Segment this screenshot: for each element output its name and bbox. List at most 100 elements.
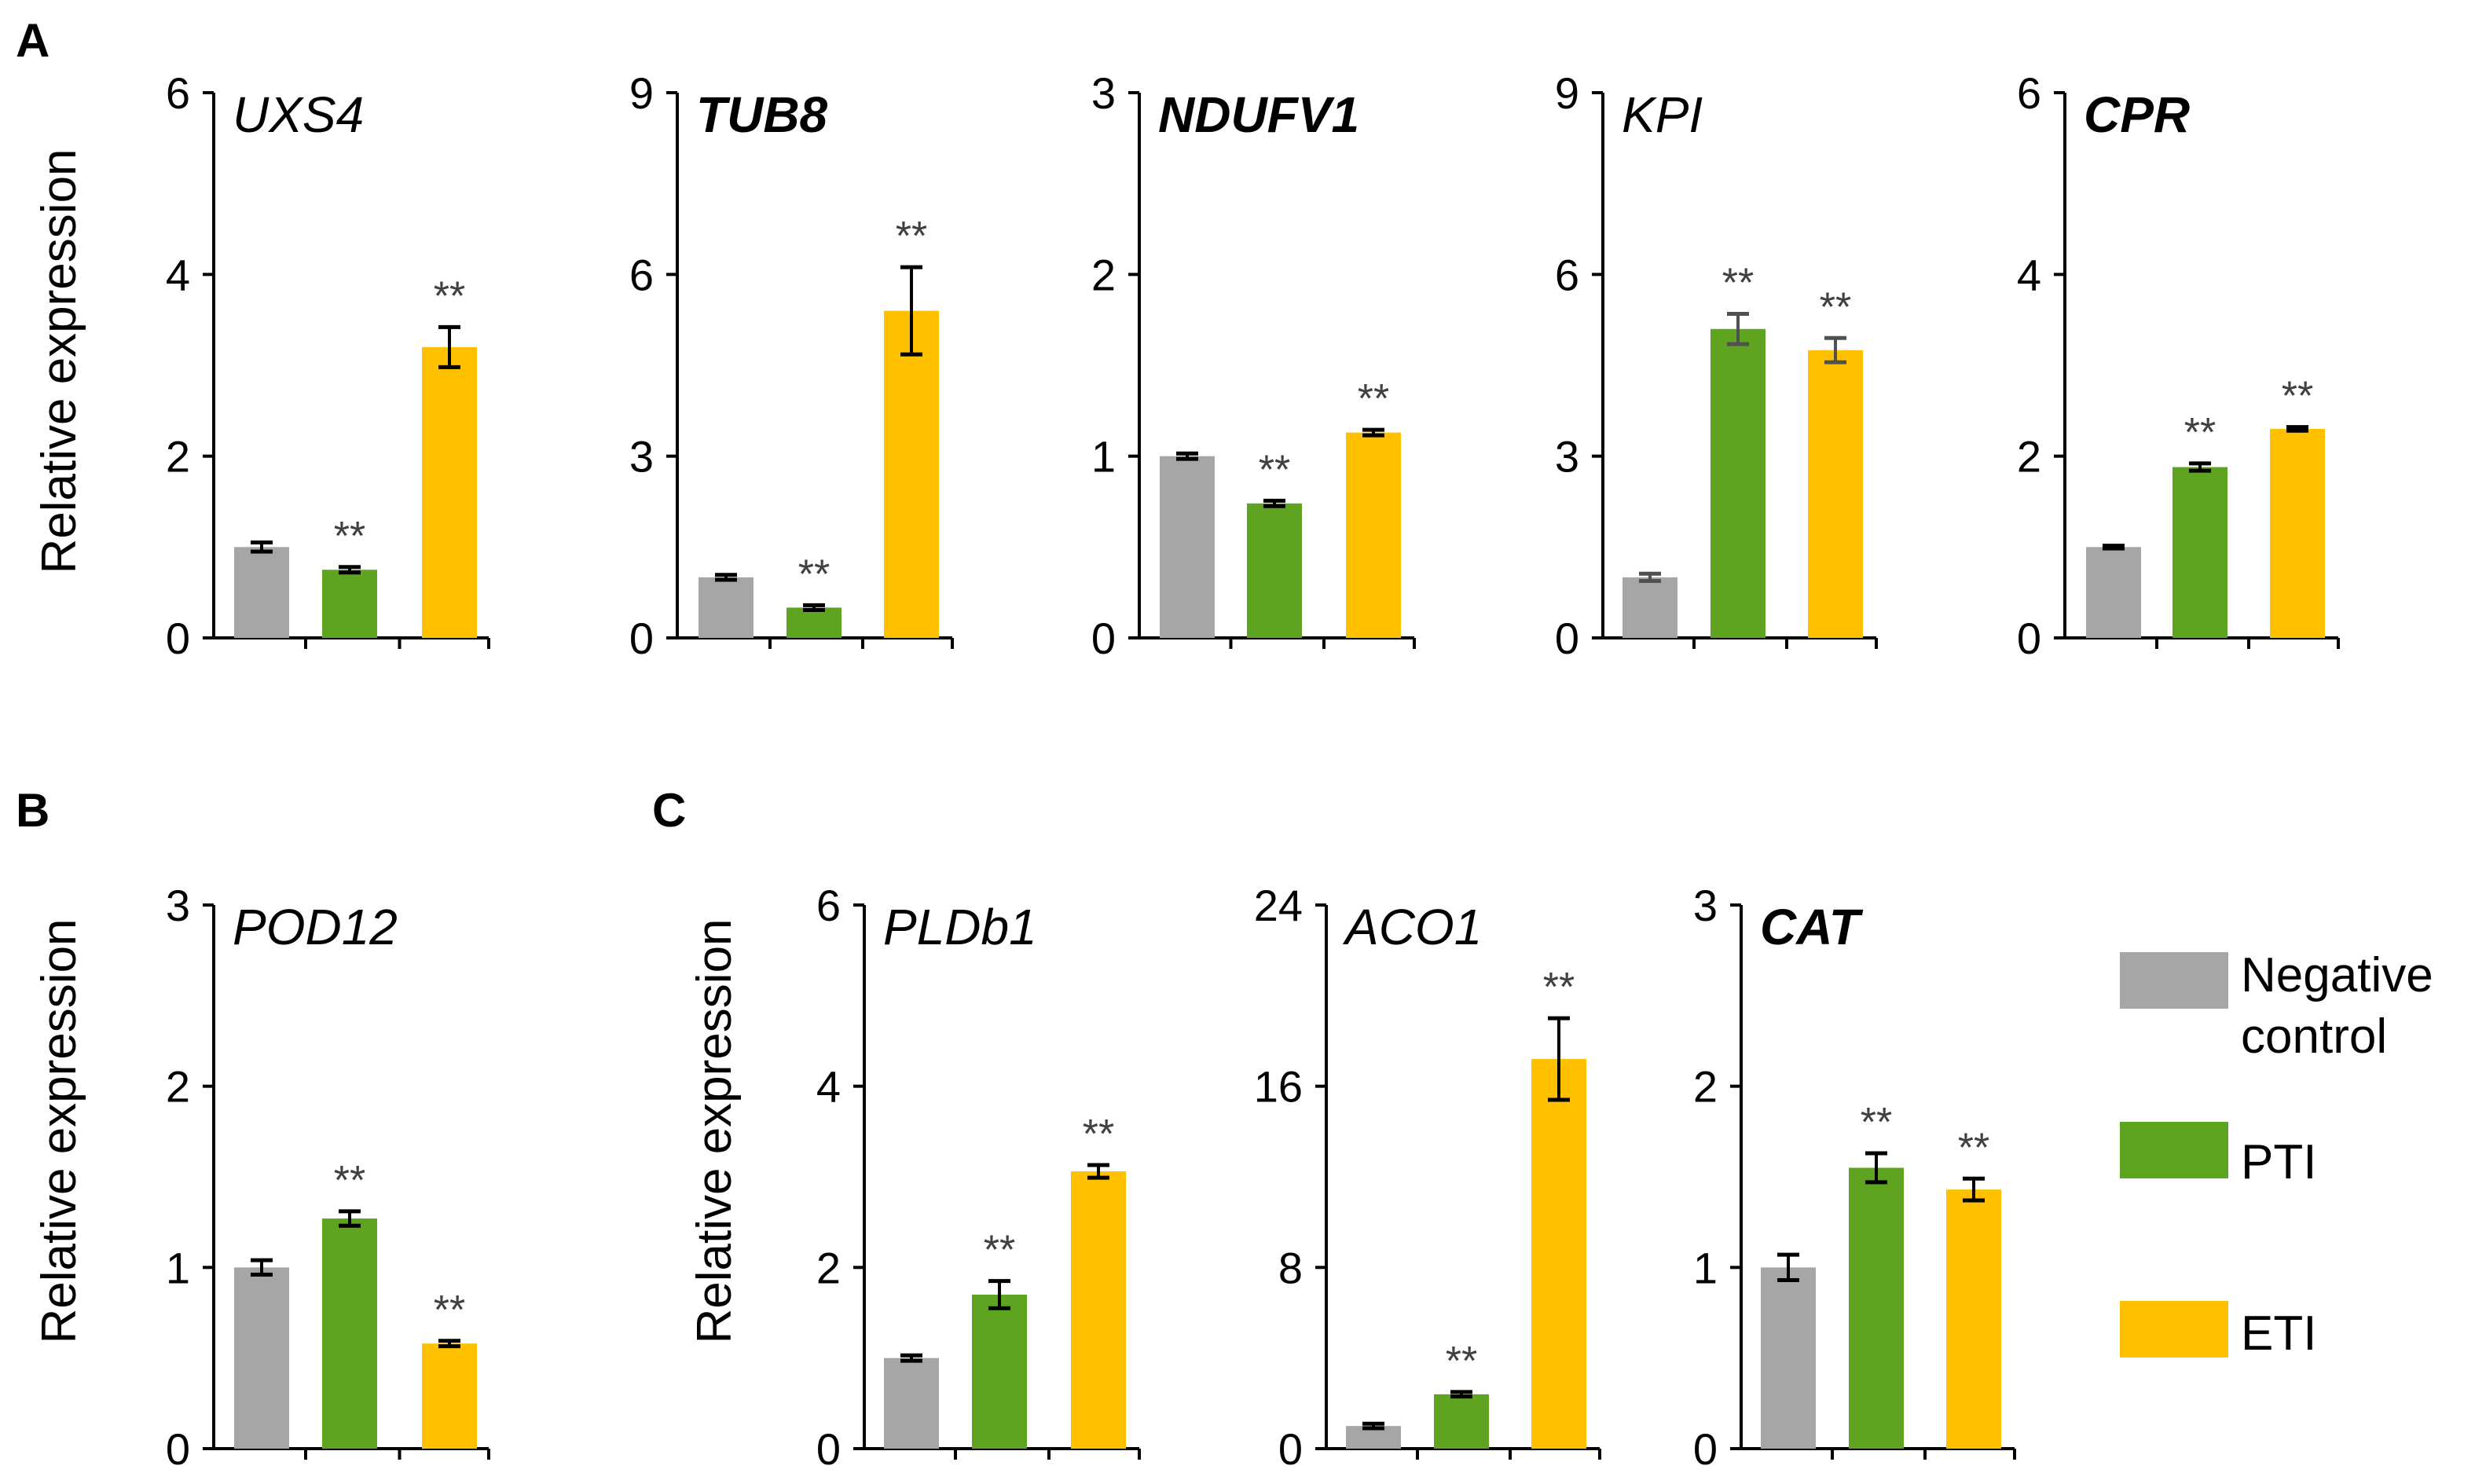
significance-label: ** — [434, 273, 465, 319]
legend-entry-negative-control: Negative control — [2120, 948, 2433, 1064]
y-tick-label: 8 — [1278, 1243, 1303, 1292]
bar-eti — [1071, 1171, 1126, 1449]
y-tick-label: 4 — [816, 1062, 841, 1112]
bar-pti — [1247, 503, 1302, 638]
y-tick-label: 2 — [1091, 250, 1116, 299]
bar-negative-control — [1160, 456, 1215, 638]
significance-label: ** — [334, 514, 365, 559]
bar-eti — [1946, 1189, 2001, 1449]
y-tick-label: 2 — [2017, 432, 2041, 482]
y-tick-label: 3 — [1091, 68, 1116, 118]
y-tick-label: 0 — [816, 1424, 841, 1474]
y-tick-label: 3 — [166, 881, 190, 930]
y-tick-label: 3 — [1555, 432, 1579, 482]
chart-title-cpr: CPR — [2084, 86, 2190, 143]
significance-label: ** — [1958, 1125, 1989, 1171]
bar-negative-control — [698, 577, 754, 638]
y-tick-label: 0 — [1555, 614, 1579, 663]
chart-cat: 0 1 2 3 CAT ** ** — [1693, 881, 2016, 1474]
y-tick-label: 0 — [1693, 1424, 1718, 1474]
bar-eti — [422, 346, 477, 638]
y-tick-label: 1 — [166, 1243, 190, 1292]
legend-label: ETI — [2241, 1306, 2316, 1361]
chart-ndufv1: 0 1 2 3 NDUFV1 ** ** — [1091, 68, 1416, 663]
y-tick-label: 6 — [2017, 68, 2041, 118]
significance-label: ** — [1083, 1112, 1114, 1157]
significance-label: ** — [984, 1228, 1015, 1273]
bar-pti — [1434, 1394, 1489, 1449]
y-tick-label: 9 — [1555, 68, 1579, 118]
bar-pti — [2172, 467, 2228, 638]
bar-eti — [1346, 432, 1401, 638]
chart-title-ndufv1: NDUFV1 — [1158, 86, 1359, 143]
y-tick-label: 2 — [166, 1062, 190, 1112]
legend-entry-eti: ETI — [2120, 1301, 2316, 1361]
y-tick-label: 0 — [629, 614, 654, 663]
legend-swatch — [2120, 1301, 2228, 1358]
y-tick-label: 9 — [629, 68, 654, 118]
chart-title-pldb1: PLDb1 — [883, 899, 1037, 955]
significance-label: ** — [434, 1288, 465, 1333]
y-tick-label: 16 — [1254, 1062, 1303, 1112]
significance-label: ** — [1543, 965, 1575, 1010]
y-tick-label: 0 — [1278, 1424, 1303, 1474]
y-tick-label: 2 — [816, 1243, 841, 1292]
significance-label: ** — [1861, 1100, 1892, 1145]
bar-pti — [1710, 328, 1766, 638]
significance-label: ** — [2184, 410, 2216, 456]
bar-negative-control — [884, 1358, 939, 1449]
chart-title-cat: CAT — [1760, 899, 1864, 955]
bar-eti — [2270, 428, 2325, 638]
legend: Negative control PTI ETI — [2120, 948, 2433, 1361]
panel-letter-b: B — [16, 784, 50, 837]
y-tick-label: 4 — [2017, 250, 2041, 299]
significance-label: ** — [2282, 374, 2313, 420]
y-tick-label: 0 — [166, 614, 190, 663]
significance-label: ** — [1722, 260, 1754, 306]
y-tick-label: 6 — [166, 68, 190, 118]
y-tick-label: 6 — [629, 250, 654, 299]
bar-eti — [884, 310, 939, 638]
legend-swatch — [2120, 952, 2228, 1009]
bar-pti — [786, 607, 842, 638]
ylabel-panel-b: Relative expression — [32, 918, 86, 1343]
y-tick-label: 0 — [1091, 614, 1116, 663]
chart-tub8: 0 3 6 9 TUB8 ** ** — [629, 68, 954, 663]
ylabel-panel-a: Relative expression — [32, 148, 86, 573]
chart-kpi: 0 3 6 9 KPI ** ** — [1555, 68, 1878, 663]
significance-label: ** — [334, 1158, 365, 1204]
y-tick-label: 24 — [1254, 881, 1303, 930]
chart-aco1: 0 8 16 24 ACO1 ** ** — [1254, 881, 1601, 1474]
legend-entry-pti: PTI — [2120, 1122, 2316, 1189]
bar-pti — [972, 1294, 1027, 1449]
bar-eti — [1808, 350, 1863, 638]
chart-pldb1: 0 2 4 6 PLDb1 ** ** — [816, 881, 1141, 1474]
bar-pti — [322, 570, 377, 638]
y-tick-label: 6 — [1555, 250, 1579, 299]
y-tick-label: 3 — [629, 432, 654, 482]
y-tick-label: 1 — [1091, 432, 1116, 482]
significance-label: ** — [1446, 1339, 1477, 1384]
chart-title-aco1: ACO1 — [1342, 899, 1482, 955]
bar-eti — [422, 1343, 477, 1449]
significance-label: ** — [896, 214, 927, 259]
significance-label: ** — [1259, 447, 1290, 493]
y-tick-label: 0 — [2017, 614, 2041, 663]
bar-pti — [1849, 1167, 1904, 1449]
bar-negative-control — [1761, 1267, 1816, 1449]
bar-negative-control — [234, 547, 289, 638]
legend-label: PTI — [2241, 1135, 2316, 1189]
y-tick-label: 2 — [1693, 1062, 1718, 1112]
y-tick-label: 6 — [816, 881, 841, 930]
bar-pti — [322, 1218, 377, 1449]
panel-letter-c: C — [652, 784, 686, 837]
y-tick-label: 3 — [1693, 881, 1718, 930]
panel-letter-a: A — [16, 14, 50, 67]
bar-negative-control — [1622, 577, 1678, 638]
chart-cpr: 0 2 4 6 CPR ** ** — [2017, 68, 2340, 663]
legend-label: control — [2241, 1009, 2387, 1064]
chart-uxs4: 0 2 4 6 UXS4 ** ** — [166, 68, 490, 663]
bar-negative-control — [2086, 547, 2141, 638]
chart-title-uxs4: UXS4 — [233, 86, 364, 143]
